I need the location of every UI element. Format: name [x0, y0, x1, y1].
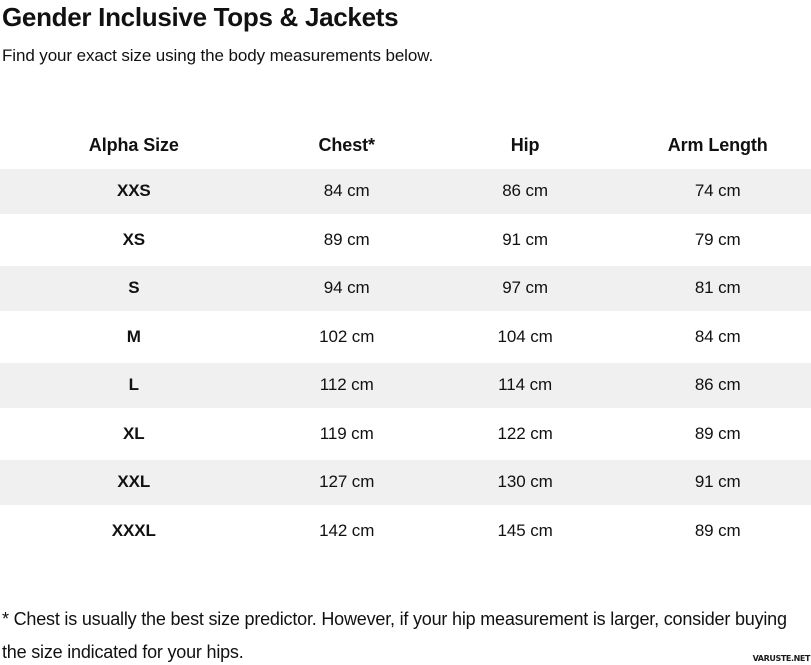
page-subtitle: Find your exact size using the body meas… [2, 46, 434, 65]
size-cell: L [128, 375, 139, 395]
chest-cell: 127 cm [319, 472, 375, 492]
chest-cell: 102 cm [319, 326, 375, 346]
size-cell: XXL [117, 472, 151, 492]
size-cell: XXXL [111, 520, 156, 540]
table-row: S 94 cm 97 cm 81 cm [0, 266, 811, 311]
table-row: L 112 cm 114 cm 86 cm [0, 363, 811, 408]
chest-cell: 112 cm [319, 375, 374, 395]
hip-cell: 91 cm [502, 229, 548, 249]
size-cell: XL [123, 423, 145, 443]
size-cell: XS [122, 229, 146, 249]
hip-cell: 114 cm [498, 375, 553, 395]
arm-length-cell: 81 cm [694, 278, 741, 298]
column-header-arm-length: Arm Length [667, 134, 768, 155]
chest-cell: 142 cm [319, 520, 375, 540]
arm-length-cell: 79 cm [694, 229, 741, 249]
chest-cell: 89 cm [323, 229, 370, 249]
hip-cell: 122 cm [497, 423, 553, 443]
column-header-chest: Chest* [318, 134, 375, 155]
hip-cell: 86 cm [502, 181, 548, 201]
size-cell: M [126, 326, 141, 346]
arm-length-cell: 91 cm [694, 472, 741, 492]
chest-cell: 84 cm [323, 181, 370, 201]
size-cell: S [128, 278, 140, 298]
table-row: XXS 84 cm 86 cm 74 cm [0, 169, 811, 214]
page-title: Gender Inclusive Tops & Jackets [2, 2, 399, 32]
hip-cell: 145 cm [497, 520, 553, 540]
table-row: XXL 127 cm 130 cm 91 cm [0, 460, 811, 505]
size-table: Alpha Size Chest* Hip Arm Length XXS 84 … [0, 121, 811, 553]
table-row: XS 89 cm 91 cm 79 cm [0, 218, 811, 263]
arm-length-cell: 89 cm [694, 423, 741, 443]
arm-length-cell: 86 cm [694, 375, 741, 395]
chest-cell: 119 cm [319, 423, 374, 443]
footnote: * Chest is usually the best size predict… [2, 609, 787, 662]
column-header-alpha-size: Alpha Size [88, 134, 179, 155]
watermark: VARUSTE.NET [752, 654, 811, 663]
hip-cell: 130 cm [497, 472, 553, 492]
arm-length-cell: 84 cm [694, 326, 741, 346]
chest-cell: 94 cm [323, 278, 370, 298]
column-header-hip: Hip [510, 134, 540, 155]
table-row: XXXL 142 cm 145 cm 89 cm [0, 509, 811, 554]
arm-length-cell: 89 cm [694, 520, 741, 540]
hip-cell: 104 cm [497, 326, 553, 346]
arm-length-cell: 74 cm [694, 181, 741, 201]
table-header-row: Alpha Size Chest* Hip Arm Length [0, 121, 811, 169]
table-row: M 102 cm 104 cm 84 cm [0, 315, 811, 360]
table-row: XL 119 cm 122 cm 89 cm [0, 412, 811, 457]
size-cell: XXS [116, 181, 151, 201]
hip-cell: 97 cm [502, 278, 548, 298]
